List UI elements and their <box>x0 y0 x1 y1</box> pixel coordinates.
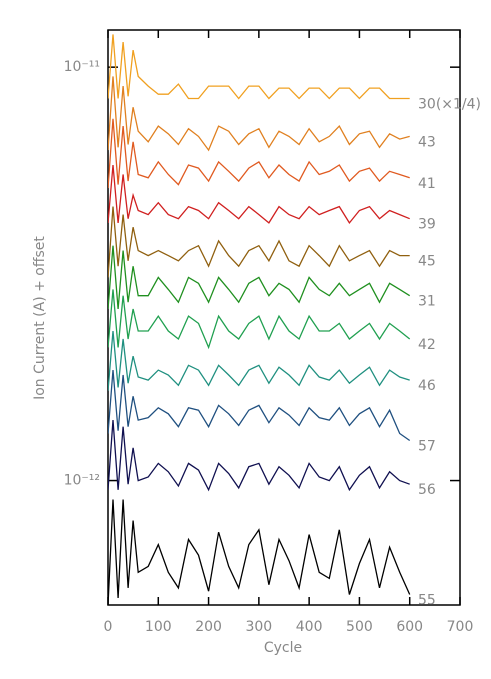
series-line <box>108 289 411 350</box>
series-line <box>108 34 410 100</box>
series-label: 43 <box>418 134 436 150</box>
series-line <box>108 76 410 152</box>
series-line <box>108 330 410 391</box>
x-tick-label: 600 <box>396 619 423 635</box>
x-tick-label: 400 <box>296 619 323 635</box>
series-label: 39 <box>418 217 436 233</box>
y-axis-label: Ion Current (A) + offset <box>32 236 48 400</box>
series-label: 42 <box>418 337 436 353</box>
x-tick-label: 300 <box>245 619 272 635</box>
series-line <box>108 499 411 605</box>
series-line <box>108 245 411 310</box>
series-label: 31 <box>418 294 436 310</box>
series-label: 56 <box>418 482 436 498</box>
series-label: 57 <box>418 438 436 454</box>
series-label: 46 <box>418 378 436 394</box>
plot-frame <box>107 29 461 606</box>
series-label: 41 <box>418 176 436 192</box>
series-label: 55 <box>418 593 436 609</box>
series-line <box>108 118 410 189</box>
x-tick-label: 0 <box>104 619 113 635</box>
series-label: 30(×1/4) <box>418 96 481 112</box>
y-tick-label: 10⁻¹² <box>64 473 100 489</box>
series-label: 45 <box>418 254 436 270</box>
y-tick-label: 10⁻¹¹ <box>64 59 100 75</box>
series-line <box>108 206 410 278</box>
x-axis-label: Cycle <box>264 640 302 656</box>
x-tick-label: 700 <box>447 619 474 635</box>
series-line <box>108 164 410 225</box>
x-tick-label: 500 <box>346 619 373 635</box>
x-tick-label: 100 <box>145 619 172 635</box>
x-tick-label: 200 <box>195 619 222 635</box>
series-line <box>108 370 411 442</box>
series-line <box>108 420 410 492</box>
